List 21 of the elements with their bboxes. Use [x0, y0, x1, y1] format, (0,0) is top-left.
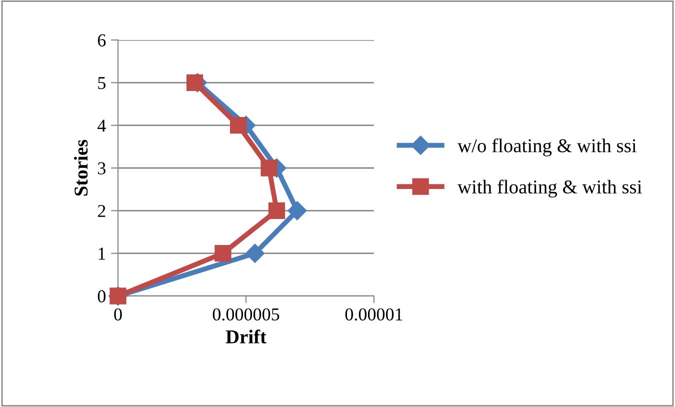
point: [288, 201, 307, 220]
y-axis-title: Stories: [74, 140, 88, 196]
x-tick-label: 0: [114, 308, 122, 321]
legend-label: w/o floating & with ssi: [458, 138, 636, 156]
point: [245, 244, 264, 263]
y-tick-label: 1: [98, 248, 106, 260]
x-tick-label: 0.000005: [212, 308, 280, 321]
y-tick-label: 5: [98, 77, 106, 90]
point: [260, 160, 278, 176]
legend-label: with floating & with ssi: [458, 180, 642, 198]
y-tick-label: 6: [98, 34, 106, 46]
x-tick-label: 0.00001: [345, 308, 402, 321]
point: [186, 74, 204, 91]
y-tick-label: 2: [98, 204, 106, 217]
y-tick-label: 4: [98, 120, 106, 132]
y-tick-label: 0: [98, 290, 106, 302]
x-axis-title: Drift: [226, 330, 266, 344]
point: [230, 117, 247, 134]
point: [214, 245, 232, 262]
point: [268, 202, 286, 219]
y-tick-label: 3: [98, 162, 106, 174]
